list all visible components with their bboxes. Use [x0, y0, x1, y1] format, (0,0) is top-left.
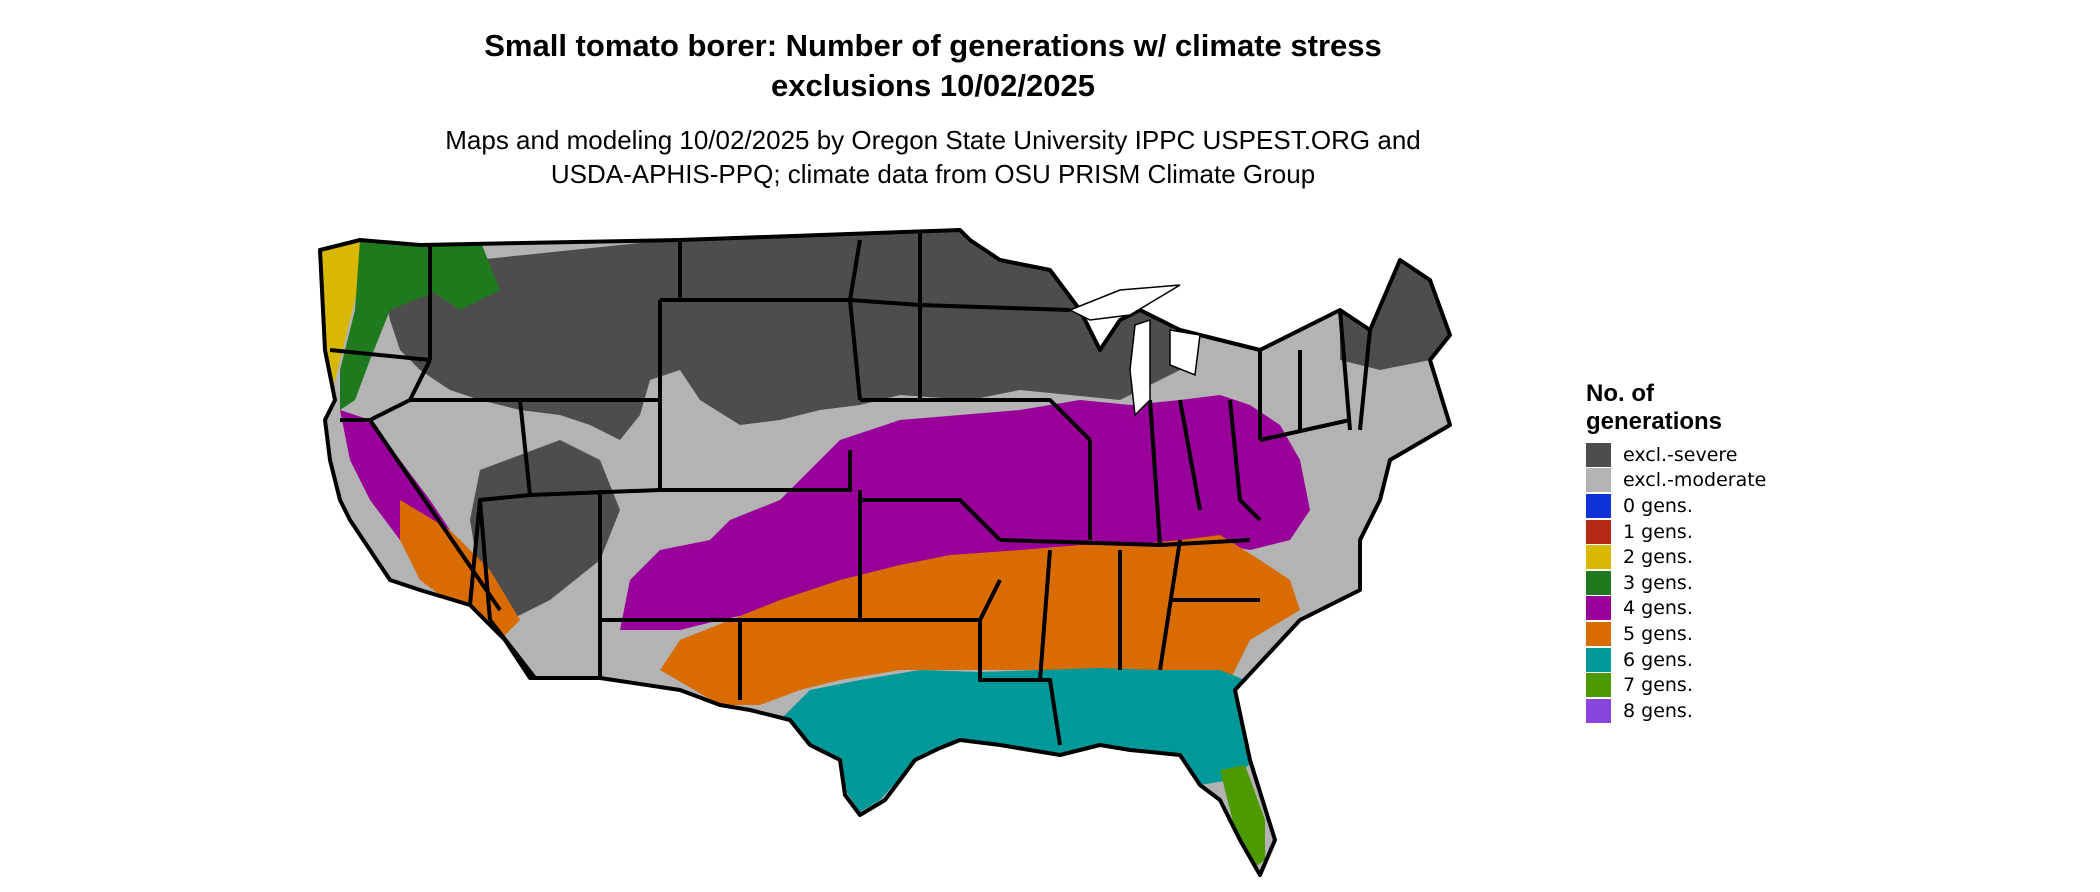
- us-generations-map: [318, 228, 1452, 877]
- legend-swatch: [1586, 519, 1611, 544]
- generation-zones: [320, 230, 1450, 875]
- state-borders: [318, 228, 1452, 877]
- legend-label: excl.-severe: [1623, 443, 1738, 466]
- map-subtitle-line1: Maps and modeling 10/02/2025 by Oregon S…: [445, 125, 1421, 155]
- legend-label: 3 gens.: [1623, 571, 1693, 594]
- legend-item: 4 gens.: [1586, 596, 1766, 622]
- legend-item: 0 gens.: [1586, 493, 1766, 519]
- zone-excl-severe-north: [380, 230, 1180, 440]
- legend-swatch: [1586, 596, 1611, 621]
- legend-item: 8 gens.: [1586, 698, 1766, 724]
- zone-3-gens-texas-tip: [940, 760, 965, 830]
- legend-label: 2 gens.: [1623, 546, 1693, 569]
- zone-7-gens-florida: [1220, 765, 1265, 870]
- great-lakes: [1068, 284, 1201, 417]
- legend-rows: excl.-severe excl.-moderate 0 gens. 1 ge…: [1586, 442, 1766, 724]
- legend-label: excl.-moderate: [1623, 469, 1767, 492]
- legend-swatch: [1586, 468, 1611, 493]
- legend-label: 4 gens.: [1623, 597, 1693, 620]
- lake-huron: [1169, 329, 1201, 377]
- legend-item: 3 gens.: [1586, 570, 1766, 596]
- legend-swatch: [1586, 442, 1611, 467]
- legend-swatch: [1586, 621, 1611, 646]
- legend-swatch: [1586, 647, 1611, 672]
- legend-title: No. of generations: [1586, 380, 1766, 436]
- legend-label: 5 gens.: [1623, 622, 1693, 645]
- state-lines-east: [918, 230, 1372, 746]
- legend-item: excl.-moderate: [1586, 468, 1766, 494]
- legend-item: 6 gens.: [1586, 647, 1766, 673]
- legend-item: 5 gens.: [1586, 621, 1766, 647]
- zone-excl-severe-southwest: [470, 440, 620, 620]
- legend-title-line1: No. of: [1586, 380, 1654, 407]
- state-lines-plains: [658, 239, 1002, 700]
- zone-3-gens-idaho: [410, 240, 500, 310]
- legend-label: 8 gens.: [1623, 699, 1693, 722]
- legend-swatch: [1586, 698, 1611, 723]
- legend-item: 7 gens.: [1586, 672, 1766, 698]
- map-subtitle-line2: USDA-APHIS-PPQ; climate data from OSU PR…: [550, 159, 1316, 189]
- legend-label: 1 gens.: [1623, 520, 1693, 543]
- legend-item: 1 gens.: [1586, 519, 1766, 545]
- legend-label: 6 gens.: [1623, 648, 1693, 671]
- legend-swatch: [1586, 570, 1611, 595]
- legend-swatch: [1586, 673, 1611, 698]
- lake-michigan: [1129, 318, 1151, 417]
- map-legend: No. of generations excl.-severe excl.-mo…: [1586, 380, 1766, 724]
- map-title-line1: Small tomato borer: Number of generation…: [484, 28, 1382, 63]
- map-subtitle: Maps and modeling 10/02/2025 by Oregon S…: [0, 123, 1866, 191]
- legend-swatch: [1586, 545, 1611, 570]
- legend-label: 0 gens.: [1623, 494, 1693, 517]
- legend-item: 2 gens.: [1586, 544, 1766, 570]
- lake-superior: [1068, 284, 1181, 321]
- legend-label: 7 gens.: [1623, 674, 1693, 697]
- zone-6-gens-gulf: [780, 668, 1255, 812]
- zone-4-gens-central: [620, 395, 1310, 630]
- map-title: Small tomato borer: Number of generation…: [0, 26, 1866, 106]
- map-title-line2: exclusions 10/02/2025: [770, 68, 1095, 103]
- legend-item: excl.-severe: [1586, 442, 1766, 468]
- legend-title-line2: generations: [1586, 408, 1723, 435]
- zone-3-gens-pnw: [340, 240, 440, 410]
- legend-swatch: [1586, 493, 1611, 518]
